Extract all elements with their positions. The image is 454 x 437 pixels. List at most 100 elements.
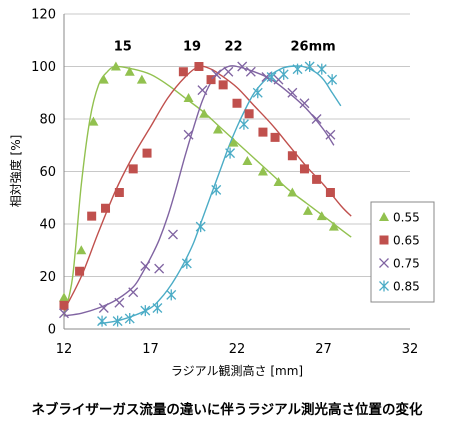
legend-marker-085	[379, 280, 389, 292]
y-tick-label: 80	[39, 113, 56, 128]
data-point-085	[292, 63, 303, 75]
data-point-085	[181, 257, 192, 269]
data-point-075	[98, 303, 109, 313]
annotation-label: 19	[183, 40, 201, 55]
legend-marker-065	[379, 235, 389, 245]
legend-marker-075	[379, 258, 389, 268]
data-point-085	[225, 147, 236, 159]
legend-label-055: 0.55	[393, 211, 420, 225]
chart-caption: ネブライザーガス流量の違いに伴うラジアル測光高さ位置の変化	[31, 402, 423, 418]
axes	[63, 14, 410, 330]
data-point-065	[59, 300, 69, 310]
data-point-055	[76, 245, 87, 255]
legend-marker-055	[379, 212, 389, 221]
data-point-075	[154, 263, 165, 274]
legend-label-065: 0.65	[393, 234, 420, 248]
data-point-075	[245, 66, 256, 77]
data-point-075	[299, 98, 310, 109]
data-point-085	[266, 71, 277, 83]
data-point-065	[218, 80, 228, 90]
legend: 0.55 0.65 0.75 0.85	[370, 201, 435, 303]
data-point-065	[206, 75, 216, 85]
annotation-label: 22	[224, 40, 242, 55]
data-point-085	[112, 315, 123, 327]
data-point-055	[59, 292, 69, 302]
data-point-065	[75, 266, 85, 276]
data-point-055	[228, 137, 239, 147]
data-point-075	[325, 129, 336, 140]
data-point-075	[287, 87, 298, 98]
y-tick-label: 120	[31, 8, 56, 23]
x-tick-label: 32	[402, 342, 419, 357]
data-point-085	[152, 302, 163, 314]
data-point-075	[59, 308, 69, 319]
x-tick-label: 12	[56, 342, 73, 357]
data-point-055	[183, 93, 194, 102]
data-point-075	[128, 287, 139, 298]
data-point-075	[223, 66, 234, 77]
data-point-075	[211, 69, 222, 80]
x-tick-label: 27	[315, 342, 332, 357]
annotations: 15 19 22 26mm	[114, 40, 336, 55]
legend-box	[370, 201, 435, 303]
data-point-085	[166, 289, 177, 301]
data-point-065	[325, 188, 335, 197]
annotation-label: 26mm	[291, 40, 336, 55]
data-point-065	[270, 132, 280, 142]
data-points	[59, 61, 339, 327]
data-point-085	[252, 87, 263, 99]
data-point-055	[136, 74, 147, 84]
data-point-085	[304, 61, 315, 72]
data-point-085	[124, 313, 135, 324]
data-point-065	[114, 188, 124, 197]
data-point-055	[316, 211, 327, 221]
fit-curve-085	[98, 65, 342, 325]
data-point-065	[128, 164, 138, 174]
data-point-085	[316, 63, 327, 75]
data-point-085	[97, 315, 108, 327]
data-point-055	[98, 74, 109, 84]
x-tick-label: 17	[142, 342, 159, 357]
data-point-065	[194, 62, 204, 71]
data-point-065	[178, 67, 188, 77]
data-point-065	[142, 148, 152, 158]
data-point-065	[312, 174, 322, 184]
fit-curve-065	[63, 65, 352, 311]
y-tick-label: 100	[31, 60, 56, 75]
data-point-075	[183, 129, 194, 140]
y-tick-label: 60	[39, 165, 56, 180]
data-point-055	[257, 166, 268, 176]
legend-label-075: 0.75	[393, 257, 420, 271]
data-point-055	[199, 108, 210, 118]
data-point-065	[287, 151, 297, 161]
data-point-075	[311, 114, 322, 124]
data-point-055	[287, 187, 298, 197]
fit-curves	[63, 65, 352, 325]
fit-curve-075	[63, 65, 335, 317]
y-tick-label: 40	[39, 218, 56, 233]
fit-curve-055	[63, 65, 352, 317]
data-point-065	[87, 211, 97, 221]
data-point-075	[168, 229, 178, 240]
chart: 0 20 40 60 80 100 120 12 17 22 27 32 15 19 22 26mm 相対強…	[8, 8, 435, 378]
legend-label-085: 0.85	[393, 280, 420, 294]
y-tick-label: 20	[39, 270, 56, 285]
data-point-075	[140, 261, 151, 271]
data-point-065	[299, 164, 309, 174]
x-axis-title: ラジアル観測高さ [mm]	[171, 363, 303, 378]
data-point-075	[261, 72, 272, 82]
data-point-065	[258, 127, 268, 137]
data-point-085	[140, 305, 151, 317]
data-point-065	[232, 98, 242, 108]
data-point-065	[101, 203, 111, 213]
annotation-label: 15	[114, 40, 132, 55]
data-point-085	[211, 184, 222, 196]
data-point-065	[244, 109, 254, 119]
data-point-075	[197, 85, 208, 96]
data-point-055	[242, 156, 253, 165]
y-tick-label: 0	[48, 323, 56, 338]
data-point-055	[328, 221, 339, 231]
data-point-055	[212, 124, 223, 134]
data-point-085	[327, 74, 338, 86]
y-axis-title: 相対強度 [%]	[8, 135, 23, 208]
